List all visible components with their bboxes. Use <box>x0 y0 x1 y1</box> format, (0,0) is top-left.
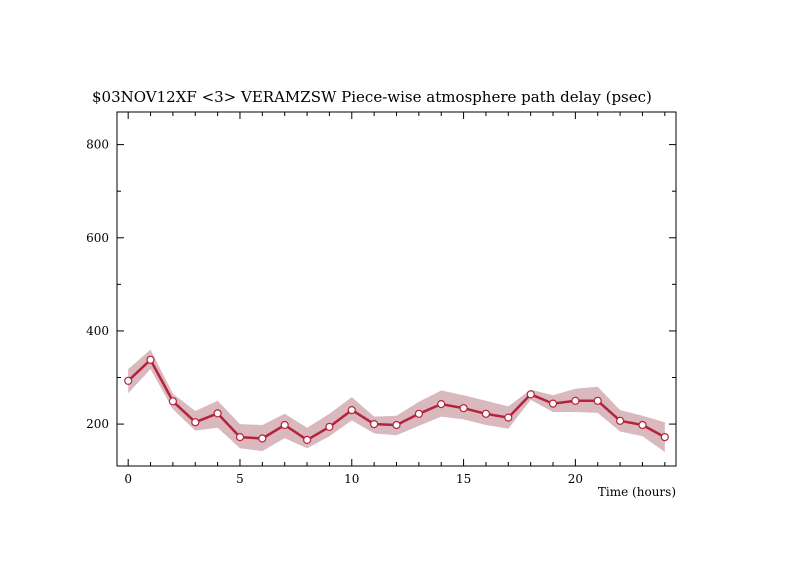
y-tick-label: 600 <box>86 231 109 245</box>
x-tick-label: 5 <box>236 472 244 486</box>
data-point <box>124 376 133 385</box>
data-point <box>213 409 222 418</box>
x-axis-label: Time (hours) <box>598 485 676 499</box>
y-tick-label: 800 <box>86 138 109 152</box>
data-point <box>504 413 513 422</box>
data-point <box>526 390 535 399</box>
chart-title: $03NOV12XF <3> VERAMZSW Piece-wise atmos… <box>92 88 652 106</box>
y-axis-ticks: 200 400 600 800 <box>86 138 676 431</box>
data-point <box>548 399 558 408</box>
data-point <box>437 400 446 409</box>
data-point <box>325 422 334 431</box>
data-point <box>414 409 423 418</box>
data-point <box>191 418 200 427</box>
data-point <box>258 434 267 443</box>
x-axis-ticks: 0 5 10 15 20 <box>124 112 666 486</box>
x-tick-label: 0 <box>124 472 132 486</box>
data-point <box>347 406 356 415</box>
data-point <box>615 416 625 425</box>
data-point <box>571 396 580 405</box>
data-point <box>459 404 468 413</box>
x-tick-label: 15 <box>456 472 471 486</box>
data-point <box>146 355 155 364</box>
data-point <box>303 435 312 444</box>
x-tick-label: 20 <box>568 472 583 486</box>
data-point <box>660 433 669 442</box>
data-point <box>392 420 401 430</box>
uncertainty-band <box>128 349 665 452</box>
data-point <box>168 397 177 406</box>
data-point <box>370 420 379 429</box>
data-point <box>593 396 602 405</box>
x-tick-label: 10 <box>344 472 359 486</box>
y-tick-label: 400 <box>86 324 109 338</box>
data-point <box>481 409 490 418</box>
data-point-layer <box>124 355 669 444</box>
y-tick-label: 200 <box>86 417 109 431</box>
uncertainty-band-layer <box>128 349 665 452</box>
data-point <box>280 420 289 430</box>
data-point <box>235 433 245 442</box>
data-point <box>638 420 647 430</box>
